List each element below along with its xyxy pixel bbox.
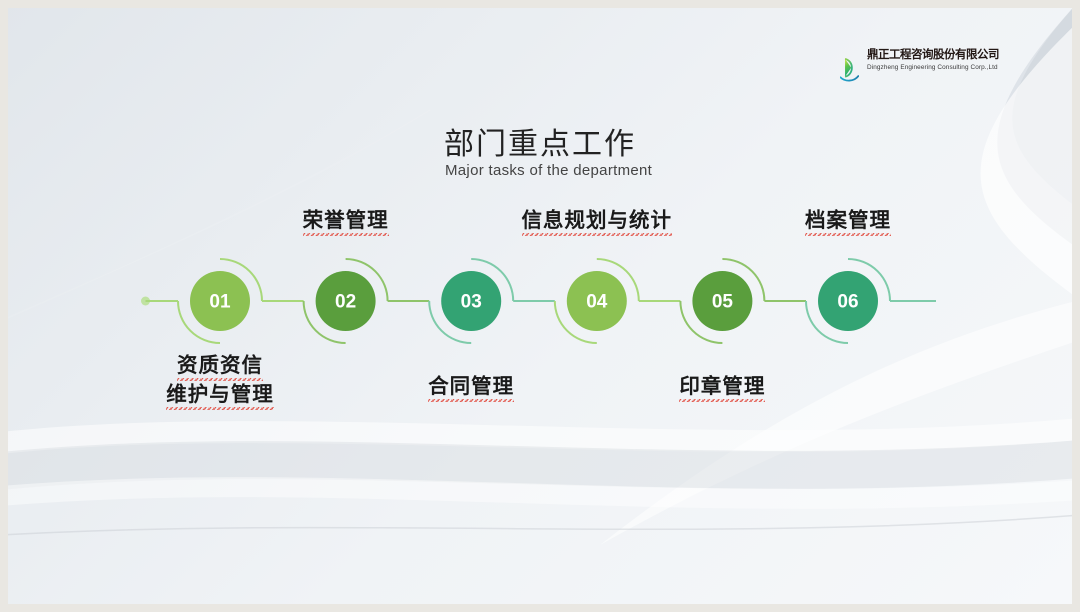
svg-text:06: 06 [837,292,858,313]
svg-text:04: 04 [586,292,608,313]
svg-text:01: 01 [209,292,231,313]
svg-text:05: 05 [712,292,734,313]
svg-text:02: 02 [335,292,356,313]
svg-text:03: 03 [461,292,482,313]
